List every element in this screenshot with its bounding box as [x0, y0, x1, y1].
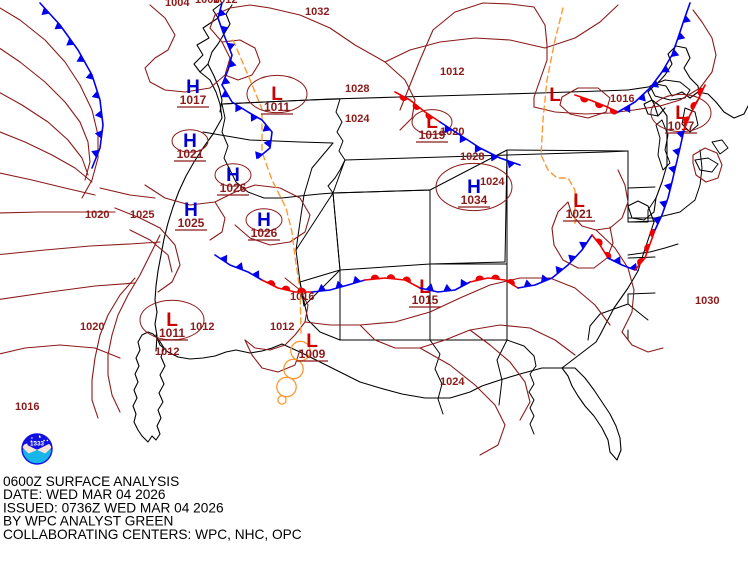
svg-text:1026: 1026: [220, 181, 247, 195]
svg-text:1015: 1015: [412, 293, 439, 307]
svg-text:1009: 1009: [299, 347, 326, 361]
svg-text:1011: 1011: [264, 100, 290, 114]
svg-text:1024: 1024: [440, 376, 465, 388]
svg-text:1032: 1032: [305, 6, 329, 18]
svg-text:1019: 1019: [419, 128, 446, 142]
svg-text:1012: 1012: [213, 0, 237, 6]
svg-text:1016: 1016: [610, 93, 634, 105]
svg-text:1016: 1016: [15, 401, 39, 413]
svg-text:1012: 1012: [155, 346, 179, 358]
svg-text:1333: 1333: [30, 440, 45, 447]
svg-text:1004: 1004: [165, 0, 190, 9]
svg-text:1021: 1021: [177, 147, 204, 161]
svg-text:1017: 1017: [668, 119, 695, 133]
svg-text:1028: 1028: [460, 151, 484, 163]
svg-text:1021: 1021: [566, 207, 593, 221]
svg-text:1020: 1020: [85, 209, 109, 221]
svg-text:1011: 1011: [159, 326, 185, 340]
svg-text:1025: 1025: [178, 216, 205, 230]
svg-text:1026: 1026: [251, 226, 278, 240]
svg-text:1017: 1017: [180, 93, 207, 107]
svg-text:1030: 1030: [695, 295, 719, 307]
svg-text:COLLABORATING CENTERS: WPC, NH: COLLABORATING CENTERS: WPC, NHC, OPC: [3, 527, 302, 542]
svg-text:L: L: [549, 85, 561, 106]
svg-text:1020: 1020: [80, 321, 104, 333]
svg-text:1024: 1024: [345, 113, 370, 125]
svg-text:1034: 1034: [461, 193, 488, 207]
svg-text:1028: 1028: [345, 83, 369, 95]
svg-text:1012: 1012: [440, 66, 464, 78]
svg-text:1024: 1024: [480, 176, 505, 188]
svg-text:1012: 1012: [270, 321, 294, 333]
svg-text:1025: 1025: [130, 209, 154, 221]
